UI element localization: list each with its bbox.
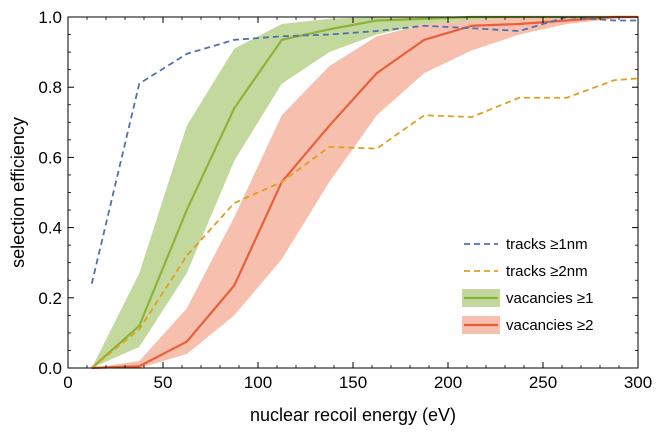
legend-label: tracks ≥2nm [506,263,588,280]
legend-label: vacancies ≥1 [506,290,593,307]
y-tick-label: 0.6 [38,148,62,167]
y-tick-label: 0.2 [38,289,62,308]
x-axis-label: nuclear recoil energy (eV) [250,405,456,425]
legend-label: tracks ≥1nm [506,236,588,253]
x-tick-label: 150 [339,373,367,392]
x-tick-label: 200 [434,373,462,392]
y-tick-label: 0.0 [38,359,62,378]
x-tick-label: 100 [244,373,272,392]
legend: tracks ≥1nm tracks ≥2nm vacancies ≥1 vacanc… [462,236,593,334]
y-tick-label: 0.4 [38,219,62,238]
y-axis-label: selection efficiency [8,117,28,268]
legend-item-vacancies-ge1: vacancies ≥1 [462,289,593,307]
y-tick-label: 0.8 [38,78,62,97]
x-tick-label: 50 [154,373,173,392]
x-tick-label: 300 [624,373,652,392]
legend-label: vacancies ≥2 [506,317,593,334]
y-tick-label: 1.0 [38,8,62,27]
legend-item-vacancies-ge2: vacancies ≥2 [462,316,593,334]
legend-item-tracks-ge2nm: tracks ≥2nm [464,263,588,280]
x-tick-label: 0 [63,373,72,392]
error-bands [92,17,638,368]
x-tick-label: 250 [529,373,557,392]
legend-item-tracks-ge1nm: tracks ≥1nm [464,236,588,253]
